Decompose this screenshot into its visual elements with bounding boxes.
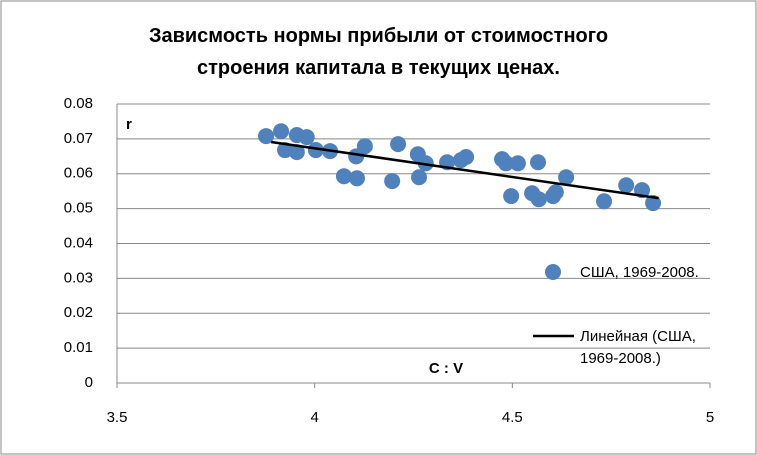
point (277, 142, 294, 159)
point (503, 188, 520, 205)
point (258, 128, 275, 145)
point (530, 154, 547, 171)
point (530, 191, 547, 208)
annotation: r (126, 116, 132, 133)
y-tick-label: 0.06 (64, 165, 93, 182)
point (411, 169, 428, 186)
point (596, 193, 613, 210)
point (509, 155, 526, 172)
point (618, 177, 635, 194)
y-tick-label: 0.01 (64, 339, 93, 356)
x-tick-label: 4 (310, 409, 318, 426)
y-tick-label: 0 (85, 374, 93, 391)
legend-label: Линейная (США, 1969-2008.) (580, 328, 696, 367)
point (298, 129, 315, 146)
legend-marker (545, 264, 561, 280)
x-tick-label: 4.5 (502, 409, 523, 426)
legend-label: США, 1969-2008. (580, 264, 699, 281)
point (335, 168, 352, 185)
chart-title: Зависмость нормы прибыли от стоимостного… (148, 25, 609, 79)
point (356, 138, 373, 155)
trend-line (271, 140, 659, 200)
y-tick-label: 0.08 (64, 95, 93, 112)
point (498, 155, 515, 172)
annotation: C : V (429, 360, 463, 377)
x-tick-label: 5 (706, 409, 714, 426)
y-tick-label: 0.02 (64, 304, 93, 321)
point (273, 123, 290, 140)
point (458, 149, 475, 166)
point (390, 136, 407, 153)
point (547, 184, 564, 201)
y-tick-label: 0.04 (64, 234, 93, 251)
point (384, 173, 401, 190)
y-tick-label: 0.05 (64, 200, 93, 217)
point (558, 169, 575, 186)
point (307, 142, 324, 159)
y-tick-label: 0.03 (64, 269, 93, 286)
x-tick-label: 3.5 (107, 409, 128, 426)
point (348, 170, 365, 187)
point (288, 144, 305, 161)
y-tick-label: 0.07 (64, 130, 93, 147)
